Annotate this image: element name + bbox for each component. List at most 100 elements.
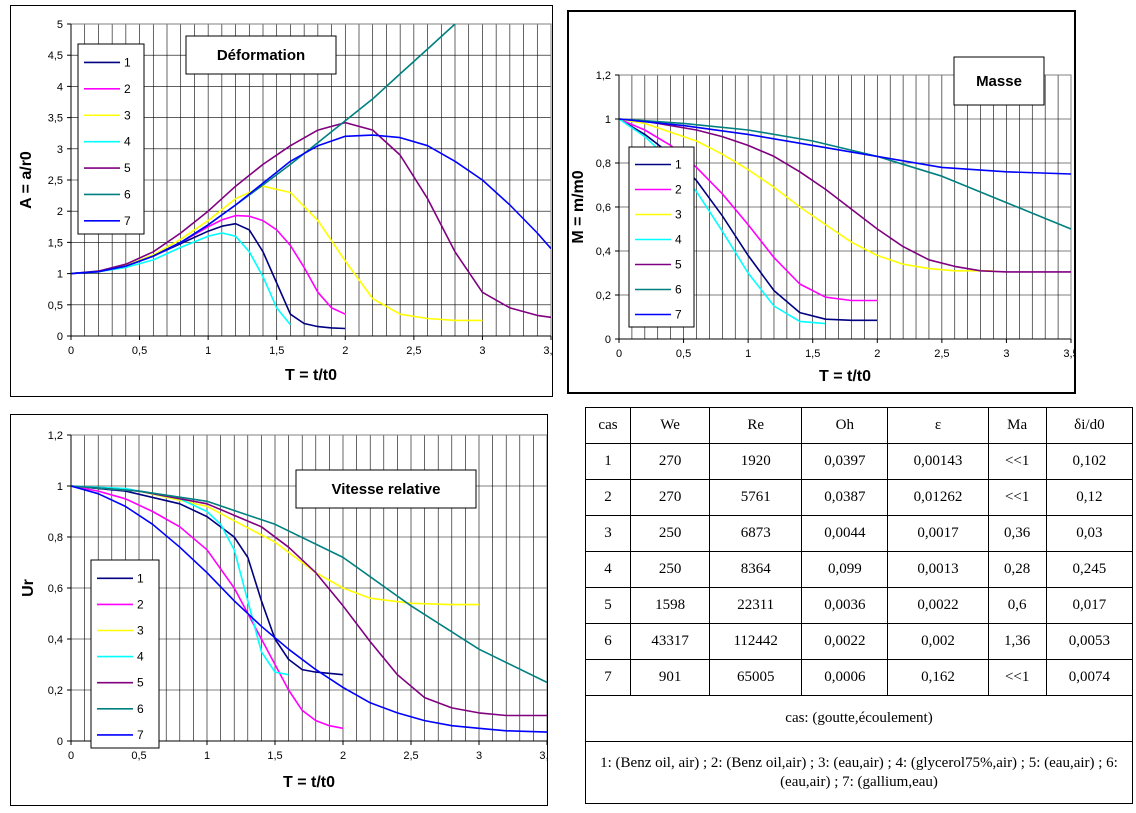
col-header-re: Re [709,407,803,444]
table-cell: 5761 [709,479,803,516]
table-row: 2 270 5761 0,0387 0,01262 <<1 0,12 [585,479,1134,516]
legend-label-4: 4 [124,135,131,149]
chart-title: Déformation [217,47,305,64]
table-cell: 0,0044 [801,515,889,552]
y-tick-label: 2 [57,206,63,218]
col-header-ma: Ma [987,407,1047,444]
x-tick-label: 3,5 [1063,348,1074,360]
x-tick-label: 0 [616,348,622,360]
chart-title: Vitesse relative [332,481,441,498]
table-cell: 1 [585,443,631,480]
table-cell: 0,245 [1045,551,1134,588]
table-cell: 0,03 [1045,515,1134,552]
y-tick-label: 0,4 [48,634,63,646]
title-box [295,469,477,509]
y-tick-label: 0,5 [48,300,63,312]
y-tick-label: 0,8 [596,158,611,170]
table-cell: 2 [585,479,631,516]
legend-label-3: 3 [137,624,144,638]
table-cell: 901 [629,659,711,696]
y-axis-label: M = m/m0 [570,170,587,243]
series-group [619,118,1071,325]
chart-panel-masse: 0 0,2 0,4 0,6 0,8 1 1,2 0 0,5 1 1,5 2 2,5 3 3,5 T = t/t… [567,10,1079,394]
chart-vitesse-relative: 0 0,2 0,4 0,6 0,8 1 1,2 0 0,5 1 1,5 2 2,5 3 3,5 T = t/t… [20,430,555,791]
chart-title: Masse [976,73,1022,90]
table-header-row: cas We Re Oh ε Ma δi/d0 [585,407,1134,444]
x-tick-label: 0,5 [132,345,147,357]
title-box [953,56,1045,106]
series-line-3 [71,185,483,322]
table-cell: 0,0053 [1045,623,1134,660]
table-cell: 8364 [709,551,803,588]
y-tick-label: 0,6 [48,583,63,595]
col-header-we: We [629,407,711,444]
table-cell: 0,36 [987,515,1047,552]
x-tick-label: 0,5 [676,348,691,360]
legend-label-1: 1 [124,55,131,69]
legend-label-5: 5 [675,258,682,272]
table-note-header: cas: (goutte,écoulement) [585,695,1133,742]
table-cell: 1598 [629,587,711,624]
chart-panel-deformation: 0 0,5 1 1,5 2 2,5 3 3,5 4 4,5 5 0 0,5 1 1,5 2 2,5 3 3,5 T =… [10,5,559,397]
legend-label-6: 6 [124,187,131,201]
x-tick-label: 3,5 [539,750,547,762]
x-tick-label: 2,5 [403,750,418,762]
y-tick-label: 1 [57,481,63,493]
legend-box [628,146,695,328]
table-cell: 0,6 [987,587,1047,624]
y-tick-label: 4 [57,81,63,93]
table-cell: 0,099 [801,551,889,588]
series-line-4 [619,118,826,325]
legend-label-1: 1 [137,571,144,585]
x-tick-label: 2 [874,348,880,360]
x-tick-label: 0 [68,345,74,357]
series-line-3 [619,118,994,272]
legend-label-5: 5 [137,676,144,690]
table-cell: 0,162 [887,659,989,696]
legend-label-6: 6 [137,702,144,716]
series-line-7 [71,134,551,275]
y-tick-label: 3,5 [48,113,63,125]
x-tick-label: 2,5 [406,345,421,357]
legend-label-7: 7 [675,308,682,322]
y-tick-label: 4,5 [48,50,63,62]
x-tick-label: 2,5 [934,348,949,360]
x-tick-label: 1,5 [269,345,284,357]
series-line-5 [71,485,547,717]
table-cell: 0,0017 [887,515,989,552]
table-cell: 0,017 [1045,587,1134,624]
y-tick-label: 5 [57,19,63,31]
x-tick-label: 0,5 [131,750,146,762]
y-tick-label: 0 [57,736,63,748]
y-tick-label: 0,2 [596,290,611,302]
parameters-table: cas We Re Oh ε Ma δi/d0 1 270 1920 0,0397 0,… [585,407,1134,804]
series-line-7 [619,118,1071,175]
table-cell: 4 [585,551,631,588]
col-header-delta: δi/d0 [1045,407,1134,444]
legend-label-5: 5 [124,161,131,175]
y-tick-label: 1,2 [596,70,611,82]
series-line-6 [71,485,547,684]
table-cell: 0,0397 [801,443,889,480]
col-header-cas: cas [585,407,631,444]
table-cell: 0,102 [1045,443,1134,480]
series-line-6 [619,118,1071,230]
chart-deformation: 0 0,5 1 1,5 2 2,5 3 3,5 4 4,5 5 0 0,5 1 1,5 2 2,5 3 3,5 T =… [18,19,559,384]
x-axis-label: T = t/t0 [285,367,337,384]
col-header-epsilon: ε [887,407,989,444]
chart-masse: 0 0,2 0,4 0,6 0,8 1 1,2 0 0,5 1 1,5 2 2,5 3 3,5 T = t/t… [570,56,1079,385]
table-cell: 65005 [709,659,803,696]
legend-box [90,559,160,749]
table-cell: 0,0022 [887,587,989,624]
table-row: 7 901 65005 0,0006 0,162 <<1 0,0074 [585,659,1134,696]
x-tick-label: 2 [342,345,348,357]
x-tick-label: 3 [479,345,485,357]
table-cell: 22311 [709,587,803,624]
table-cell: 3 [585,515,631,552]
x-tick-label: 2 [340,750,346,762]
series-group [71,485,547,733]
legend-label-3: 3 [675,208,682,222]
legend-label-7: 7 [124,214,131,228]
table-row: 4 250 8364 0,099 0,0013 0,28 0,245 [585,551,1134,588]
series-line-5 [619,118,1071,273]
